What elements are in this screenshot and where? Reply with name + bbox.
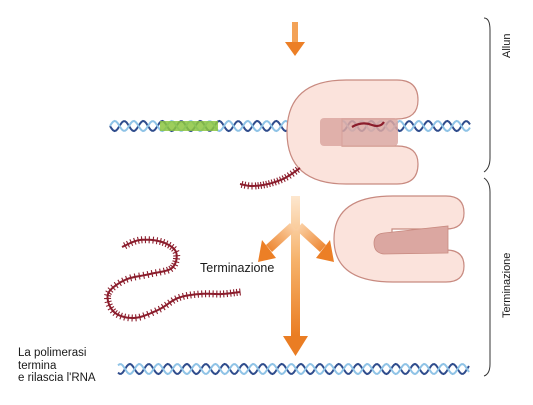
rna-transcript-released — [104, 236, 241, 322]
phase-label-termination: Terminazione — [501, 252, 513, 318]
rna-bases — [104, 236, 241, 322]
phase-label-elongation: Allun — [501, 33, 513, 58]
rna-polymerase-released — [333, 195, 465, 283]
arrow-branch-left — [258, 223, 296, 262]
rna-transcript-exiting — [239, 166, 301, 190]
bracket-termination — [483, 177, 491, 377]
bracket-elongation — [483, 17, 491, 173]
dna-helix-lower — [117, 362, 470, 376]
rna-backbone — [239, 167, 301, 187]
rna-backbone — [106, 238, 241, 319]
final-step-caption: La polimerasi termina e rilascia l'RNA — [18, 347, 96, 385]
termination-label: Terminazione — [200, 261, 275, 275]
arrow-down-main — [283, 196, 308, 356]
final-caption-line-3: e rilascia l'RNA — [18, 372, 96, 384]
terminator-sequence — [160, 121, 218, 131]
final-caption-line-2: termina — [18, 359, 57, 372]
arrow-branch-right — [296, 223, 334, 262]
rna-nascent-inside — [351, 121, 385, 128]
arrow-down-top — [285, 22, 305, 56]
rna-polymerase-elongating — [286, 79, 419, 185]
final-caption-line-1: La polimerasi — [18, 347, 87, 359]
rna-bases — [240, 166, 300, 190]
dna-strand-coding — [117, 362, 470, 376]
